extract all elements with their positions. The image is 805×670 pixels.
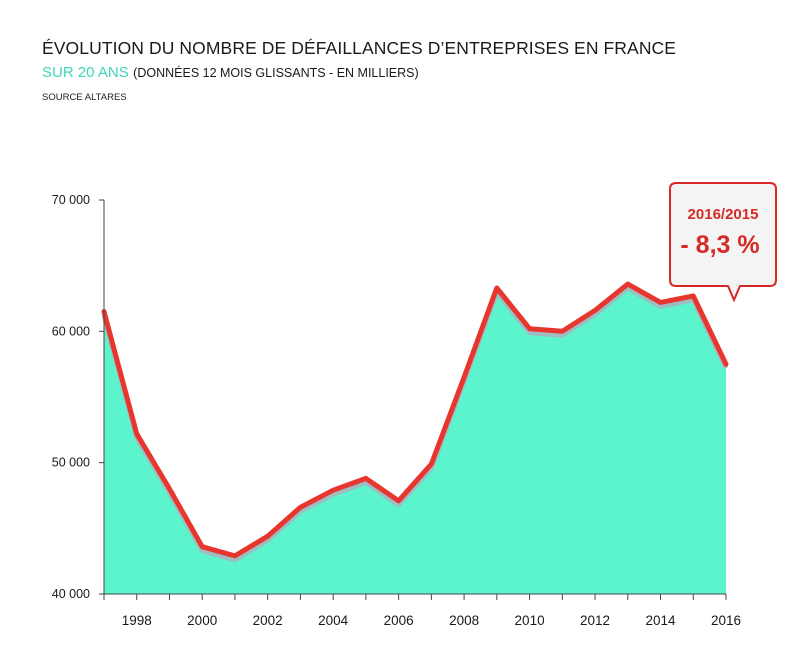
subtitle-rest: (DONNÉES 12 MOIS GLISSANTS - EN MILLIERS… [133, 66, 419, 80]
x-tick-label: 2000 [187, 613, 217, 628]
source-label: SOURCE ALTARES [42, 92, 127, 103]
y-tick-label: 70 000 [52, 193, 90, 207]
y-tick-label: 50 000 [52, 456, 90, 470]
y-tick-label: 40 000 [52, 587, 90, 601]
subtitle-highlight: SUR 20 ANS [42, 64, 129, 81]
area-layer [101, 281, 729, 594]
x-tick-label: 2004 [318, 613, 349, 628]
x-tick-label: 2010 [515, 613, 545, 628]
series-line [101, 281, 729, 559]
x-tick-label: 2014 [646, 613, 677, 628]
series-line-shadow [101, 285, 729, 563]
x-tick-label: 1998 [122, 613, 152, 628]
chart-subtitle: SUR 20 ANS (DONNÉES 12 MOIS GLISSANTS - … [42, 64, 419, 82]
area-fill [104, 284, 726, 594]
y-tick-label: 60 000 [52, 324, 90, 338]
callout-value: - 8,3 % [680, 231, 759, 259]
callout-bubble: 2016/2015 - 8,3 % [669, 182, 777, 303]
x-tick-label: 2016 [711, 613, 741, 628]
x-tick-label: 2002 [253, 613, 283, 628]
chart-title: ÉVOLUTION DU NOMBRE DE DÉFAILLANCES D’EN… [42, 38, 677, 58]
callout-shape [669, 182, 777, 303]
callout-period: 2016/2015 [688, 206, 759, 223]
x-tick-label: 2008 [449, 613, 479, 628]
axis-layer: 40 000 50 000 60 000 70 000 1998 2000 2002 2004… [52, 193, 741, 628]
x-tick-label: 2012 [580, 613, 610, 628]
x-tick-label: 2006 [384, 613, 414, 628]
